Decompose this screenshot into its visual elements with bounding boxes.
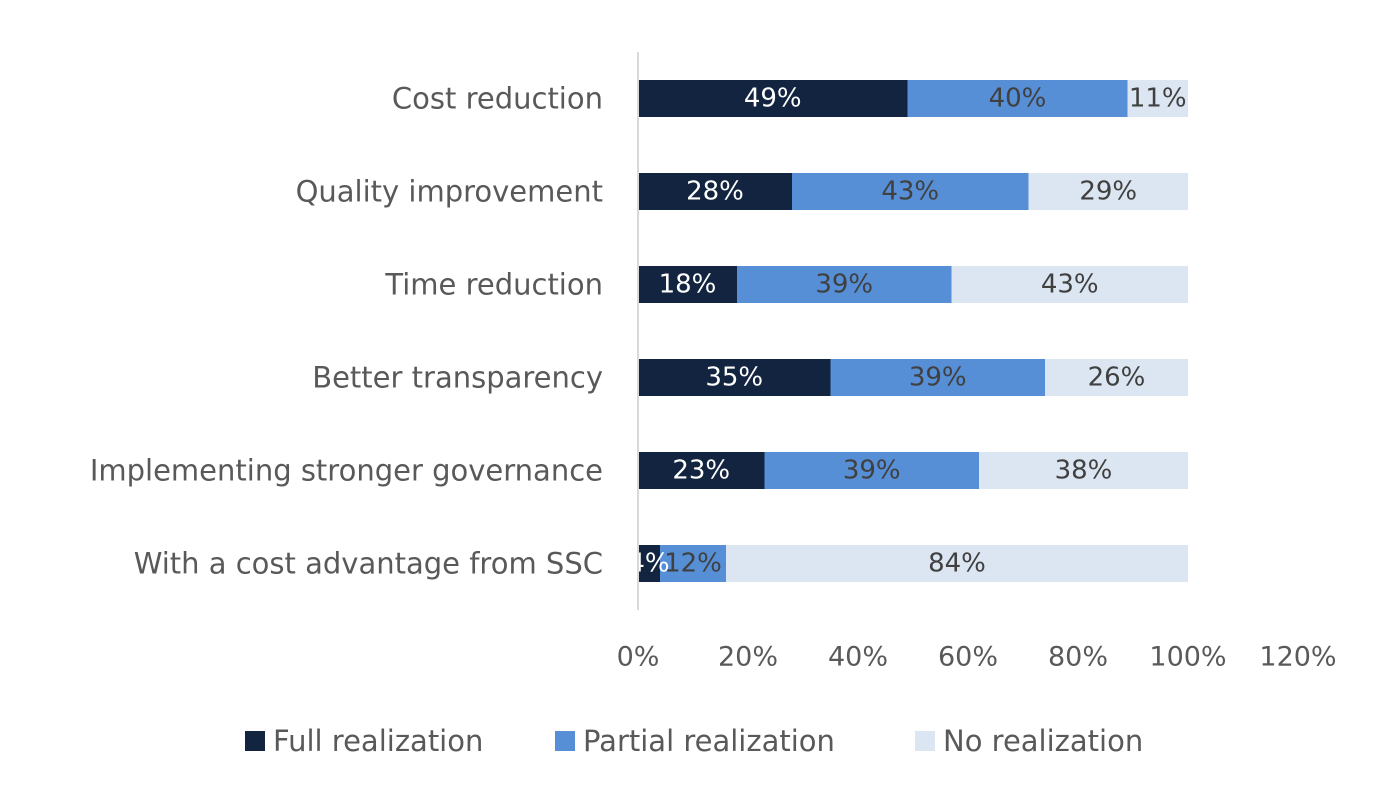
legend-label: Full realization — [273, 724, 483, 758]
legend-swatch — [915, 731, 935, 751]
x-tick-label: 120% — [1259, 642, 1336, 673]
category-label: With a cost advantage from SSC — [134, 547, 603, 581]
data-label: 84% — [928, 549, 986, 579]
category-label: Better transparency — [312, 361, 603, 395]
x-tick-labels-group: 0% 20% 40% 60% 80% 100% 120% — [617, 642, 1337, 673]
data-label: 26% — [1088, 363, 1146, 393]
bar-segment — [660, 545, 726, 582]
bar-segment — [1127, 80, 1188, 117]
category-label: Cost reduction — [392, 82, 603, 116]
bar-segment — [907, 80, 1128, 117]
category-label: Time reduction — [384, 268, 603, 302]
data-label: 39% — [815, 270, 873, 300]
data-label: 12% — [664, 549, 722, 579]
category-label: Quality improvement — [296, 175, 603, 209]
data-label: 11% — [1129, 84, 1187, 114]
bar-segment — [638, 359, 831, 396]
bar-segment — [951, 266, 1188, 303]
bar-segment — [737, 266, 952, 303]
category-labels-group: Cost reduction Quality improvement Time re… — [90, 82, 603, 581]
legend-label: No realization — [943, 724, 1143, 758]
bar-segment — [726, 545, 1188, 582]
data-label: 40% — [989, 84, 1047, 114]
data-label: 35% — [705, 363, 763, 393]
bar-segment — [1045, 359, 1188, 396]
legend: Full realization Partial realization No re… — [245, 724, 1143, 758]
data-label: 39% — [909, 363, 967, 393]
bar-segment — [792, 173, 1029, 210]
value-labels-group: 49% 40% 11% 28% 43% 29% 18% 39% 43% 35% 39% 26% 23% 3… — [628, 84, 1186, 579]
data-label: 49% — [744, 84, 802, 114]
data-label: 29% — [1079, 177, 1137, 207]
bar-segment — [764, 452, 979, 489]
data-label: 39% — [843, 456, 901, 486]
x-tick-label: 60% — [938, 642, 998, 673]
legend-label: Partial realization — [583, 724, 835, 758]
bar-segment — [1028, 173, 1188, 210]
data-label: 18% — [659, 270, 717, 300]
legend-swatch — [245, 731, 265, 751]
data-label: 43% — [881, 177, 939, 207]
data-label: 28% — [686, 177, 744, 207]
x-tick-label: 40% — [828, 642, 888, 673]
x-tick-label: 0% — [617, 642, 660, 673]
bar-segment — [979, 452, 1188, 489]
x-tick-label: 100% — [1149, 642, 1226, 673]
data-label: 23% — [672, 456, 730, 486]
x-tick-label: 20% — [718, 642, 778, 673]
bar-segment — [638, 452, 765, 489]
bar-segment — [638, 545, 660, 582]
bar-segment — [830, 359, 1045, 396]
bar-segment — [638, 80, 908, 117]
data-label: 4% — [628, 549, 669, 579]
bars-group — [638, 80, 1188, 582]
data-label: 43% — [1041, 270, 1099, 300]
category-label: Implementing stronger governance — [90, 454, 603, 488]
bar-segment — [638, 173, 792, 210]
legend-swatch — [555, 731, 575, 751]
x-tick-label: 80% — [1048, 642, 1108, 673]
data-label: 38% — [1055, 456, 1113, 486]
bar-segment — [638, 266, 737, 303]
